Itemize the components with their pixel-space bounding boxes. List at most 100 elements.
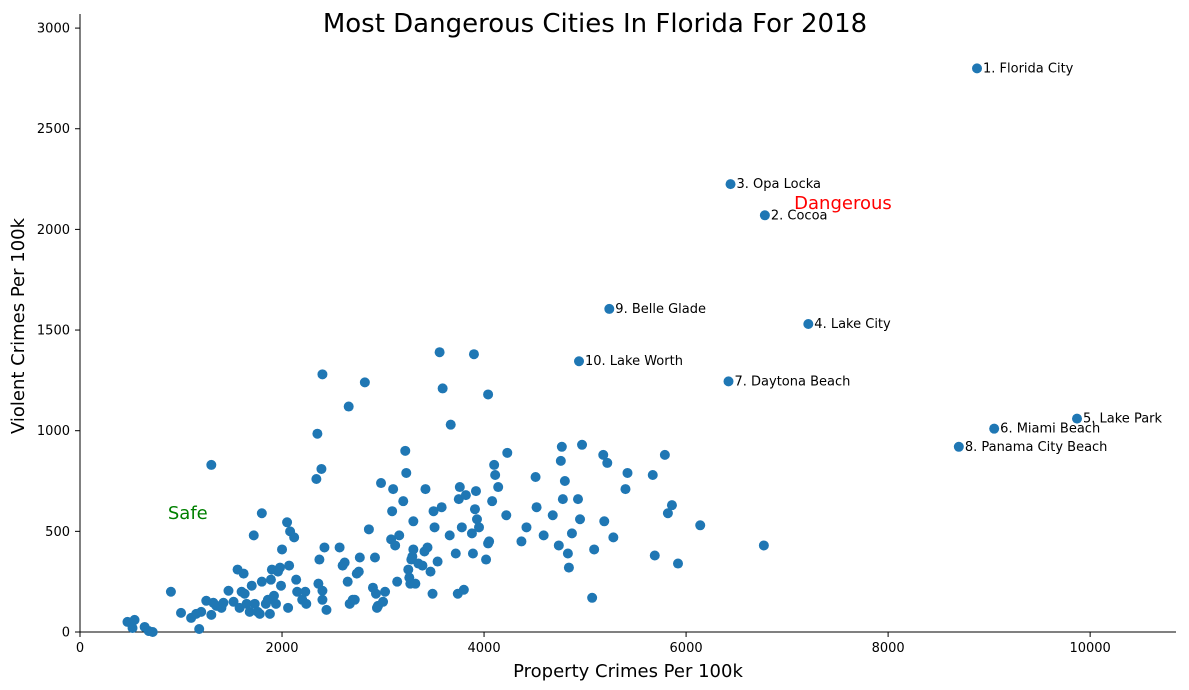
data-point bbox=[268, 590, 279, 601]
y-tick-label: 2500 bbox=[37, 122, 70, 137]
data-point bbox=[238, 568, 249, 579]
data-point bbox=[458, 584, 469, 595]
data-point bbox=[566, 528, 577, 539]
data-point bbox=[470, 486, 481, 497]
data-point bbox=[264, 608, 275, 619]
data-point bbox=[176, 607, 187, 618]
data-point bbox=[380, 586, 391, 597]
data-point bbox=[444, 530, 455, 541]
data-point bbox=[483, 389, 494, 400]
data-point bbox=[254, 608, 265, 619]
data-point bbox=[129, 614, 140, 625]
data-point bbox=[246, 580, 257, 591]
data-point bbox=[422, 542, 433, 553]
x-axis-label: Property Crimes Per 100k bbox=[513, 661, 743, 682]
data-point bbox=[196, 606, 207, 617]
data-point bbox=[469, 504, 480, 515]
data-point bbox=[460, 490, 471, 501]
data-point bbox=[659, 449, 670, 460]
data-point bbox=[284, 560, 295, 571]
x-tick-label: 0 bbox=[76, 641, 84, 656]
data-point bbox=[370, 588, 381, 599]
y-tick-label: 1500 bbox=[37, 324, 70, 339]
data-point bbox=[559, 476, 570, 487]
point-annotation: 9. Belle Glade bbox=[615, 302, 706, 317]
data-point bbox=[342, 576, 353, 587]
data-point bbox=[292, 586, 303, 597]
x-tick-label: 10000 bbox=[1069, 641, 1110, 656]
data-point bbox=[317, 369, 328, 380]
data-point bbox=[369, 552, 380, 563]
data-point bbox=[394, 530, 405, 541]
data-point bbox=[989, 423, 1000, 434]
data-point bbox=[194, 623, 205, 634]
data-point bbox=[434, 347, 445, 358]
y-axis-label: Violent Crimes Per 100k bbox=[8, 217, 29, 434]
data-point bbox=[343, 401, 354, 412]
data-point bbox=[276, 580, 287, 591]
data-point bbox=[265, 574, 276, 585]
point-annotation: 5. Lake Park bbox=[1083, 412, 1163, 427]
data-point bbox=[759, 210, 770, 221]
data-point bbox=[555, 455, 566, 466]
data-point bbox=[468, 349, 479, 360]
data-point bbox=[256, 576, 267, 587]
data-point bbox=[467, 548, 478, 559]
data-point bbox=[604, 303, 615, 314]
data-point bbox=[277, 544, 288, 555]
region-labels: Dangerous Safe bbox=[168, 193, 892, 524]
data-point bbox=[502, 447, 513, 458]
point-annotation: 10. Lake Worth bbox=[585, 354, 683, 369]
data-point bbox=[283, 602, 294, 613]
data-point bbox=[301, 598, 312, 609]
data-point bbox=[666, 500, 677, 511]
x-tick-label: 2000 bbox=[265, 641, 298, 656]
data-point bbox=[239, 588, 250, 599]
data-point bbox=[428, 506, 439, 517]
chart-title: Most Dangerous Cities In Florida For 201… bbox=[323, 9, 867, 39]
data-point bbox=[589, 544, 600, 555]
data-point bbox=[599, 516, 610, 527]
data-point bbox=[531, 502, 542, 513]
data-point bbox=[378, 596, 389, 607]
data-point bbox=[487, 496, 498, 507]
data-point bbox=[300, 586, 311, 597]
data-point bbox=[454, 482, 465, 493]
data-point bbox=[249, 598, 260, 609]
data-point bbox=[311, 474, 322, 485]
region-label: Safe bbox=[168, 503, 208, 524]
data-point bbox=[481, 554, 492, 565]
data-point bbox=[314, 554, 325, 565]
data-point bbox=[147, 627, 158, 637]
data-point bbox=[387, 506, 398, 517]
data-point bbox=[538, 530, 549, 541]
data-point bbox=[530, 471, 541, 482]
data-point bbox=[291, 574, 302, 585]
data-point bbox=[319, 542, 330, 553]
data-point bbox=[572, 494, 583, 505]
data-point bbox=[223, 585, 234, 596]
data-point bbox=[521, 522, 532, 533]
data-point bbox=[275, 562, 286, 573]
data-point bbox=[317, 585, 328, 596]
data-point bbox=[312, 428, 323, 439]
data-points bbox=[122, 63, 1083, 637]
data-point bbox=[403, 564, 414, 575]
data-point bbox=[244, 606, 255, 617]
data-point bbox=[803, 319, 814, 330]
data-point bbox=[953, 441, 964, 452]
data-point bbox=[417, 560, 428, 571]
data-point bbox=[602, 457, 613, 468]
data-point bbox=[334, 542, 345, 553]
data-point bbox=[408, 516, 419, 527]
x-tick-label: 4000 bbox=[468, 641, 501, 656]
data-point bbox=[450, 548, 461, 559]
point-annotation: 7. Daytona Beach bbox=[735, 374, 851, 389]
point-annotation: 2. Cocoa bbox=[771, 208, 828, 223]
y-tick-label: 0 bbox=[62, 626, 70, 641]
data-point bbox=[353, 566, 364, 577]
data-point bbox=[647, 469, 658, 480]
y-tick-label: 2000 bbox=[37, 223, 70, 238]
data-point bbox=[574, 356, 585, 367]
